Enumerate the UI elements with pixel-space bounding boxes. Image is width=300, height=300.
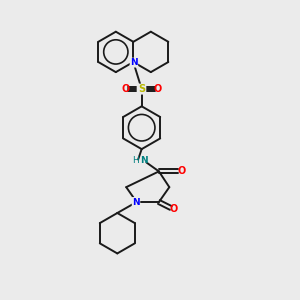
Text: N: N — [130, 58, 138, 67]
Text: O: O — [178, 167, 186, 176]
Text: H: H — [132, 157, 139, 166]
Text: S: S — [138, 84, 145, 94]
Text: O: O — [170, 204, 178, 214]
Text: N: N — [140, 157, 148, 166]
Text: O: O — [121, 84, 130, 94]
Text: N: N — [132, 197, 140, 206]
Text: O: O — [154, 84, 162, 94]
